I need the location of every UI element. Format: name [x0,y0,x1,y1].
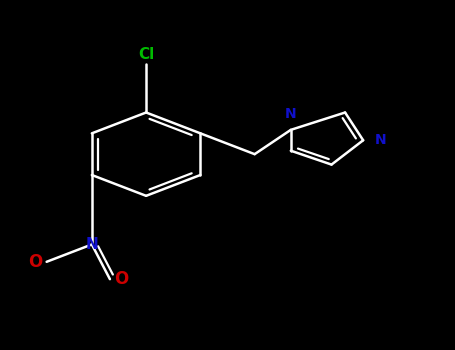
Text: O: O [28,253,42,271]
Text: N: N [285,107,297,121]
Text: O: O [114,270,128,288]
Text: Cl: Cl [138,47,154,62]
Text: N: N [86,237,98,252]
Text: N: N [374,133,386,147]
